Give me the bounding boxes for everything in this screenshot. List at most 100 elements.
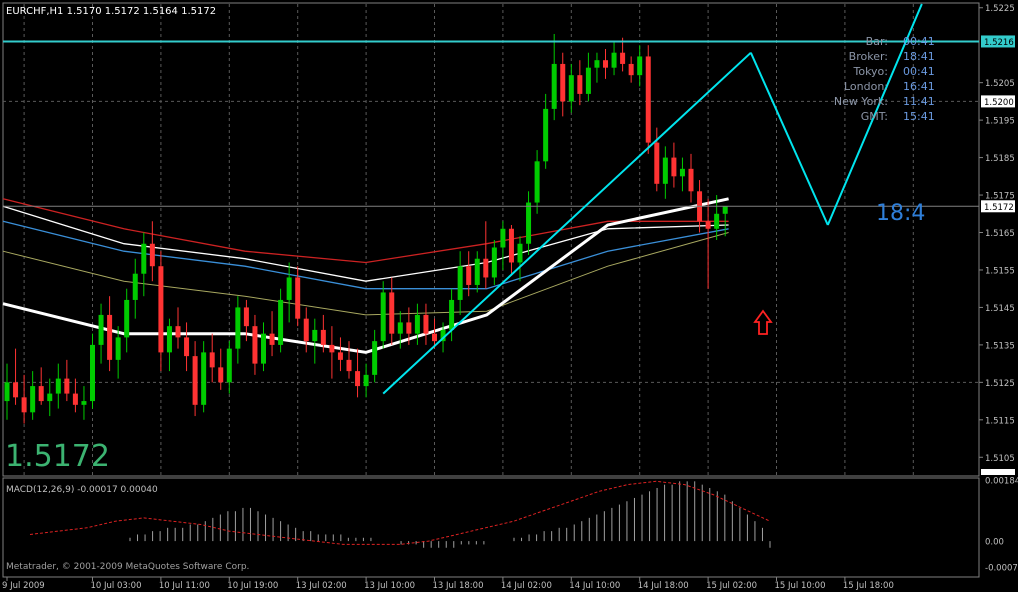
candle-body [705,221,711,229]
clock-value: 18:41 [903,50,935,63]
candle-body [466,266,472,285]
moving-averages [2,197,729,354]
candle-body [679,168,685,177]
clock-label: GMT: [861,110,888,123]
x-tick-label: 14 Jul 10:00 [569,581,620,591]
candle-body [4,382,10,402]
candle-body [30,386,36,413]
candle-body [637,56,643,76]
clock-label: New York: [834,95,888,108]
main-pane-frame [2,2,980,477]
indicator-pane-frame [2,477,980,578]
trendline [749,52,829,226]
candle-body [628,63,634,76]
y-tick-label: 1.5225 [985,4,1015,14]
candle-body [337,352,343,360]
candle-body [158,266,164,353]
clock-label: Tokyo: [852,65,888,78]
candle-body [64,378,70,394]
candle-body [577,75,583,94]
trendline [826,3,923,226]
price-tag-bg [981,469,1015,475]
clock-label: London: [844,80,888,93]
copyright-text: Metatrader, © 2001-2009 MetaQuotes Softw… [6,562,249,572]
candle-body [611,52,617,68]
candle-body [406,322,412,334]
candle-body [372,341,378,375]
candle-body [526,202,532,244]
x-tick-label: 14 Jul 02:00 [501,581,552,591]
candle-body [440,329,446,342]
candle-body [534,161,540,203]
x-tick-label: 10 Jul 11:00 [159,581,210,591]
macd-y-label: 0.00184 [985,477,1018,487]
clock-label: Bar: [866,35,888,48]
trendlines[interactable] [382,3,923,395]
candle-body [166,326,172,353]
candle-body [124,299,130,338]
candle-body [363,374,369,387]
candle-body [286,277,292,300]
candle-body [201,352,207,405]
candle-body [389,292,395,334]
candle-body [560,63,566,102]
candle-body [295,277,301,319]
x-tick-label: 15 Jul 18:00 [843,581,894,591]
candle-body [21,397,27,413]
candle-body [269,333,275,345]
candle-body [551,63,557,109]
x-tick-label: 13 Jul 02:00 [296,581,347,591]
y-tick-label: 1.5135 [985,341,1015,351]
candle-body [585,67,591,94]
candle-body [457,266,463,300]
candle-body [303,318,309,342]
price-tag-bg [981,95,1015,108]
candle-body [47,393,53,402]
candles [4,33,728,424]
trendline [382,51,752,395]
x-tick-label: 13 Jul 10:00 [364,581,415,591]
candle-body [132,273,138,300]
y-tick-label: 1.5105 [985,454,1015,464]
candle-body [594,60,600,68]
y-tick-label: 1.5125 [985,379,1015,389]
candle-body [235,307,241,349]
candle-body [175,326,181,338]
y-tick-label: 1.5175 [985,192,1015,202]
clock-panel: Bar: 00:41 Broker: 18:41 Tokyo: 00:41 London: 1… [834,35,935,123]
grid [3,4,979,476]
candle-body [671,157,677,177]
price-tag: 1.5172 [984,203,1014,213]
candle-body [192,356,198,405]
candle-body [184,337,190,357]
y-tick-label: 1.5155 [985,266,1015,276]
y-tick-label: 1.5165 [985,229,1015,239]
x-tick-label: 15 Jul 10:00 [775,581,826,591]
candle-body [329,344,335,353]
moving-average-white_thin [2,205,729,282]
price-tag-bg [981,200,1015,213]
candle-body [423,314,429,334]
candle-body [714,213,720,229]
y-tick-label: 1.5185 [985,154,1015,164]
y-tick-label: 1.5145 [985,304,1015,314]
y-tick-label: 1.5205 [985,79,1015,89]
clock-value: 00:41 [903,35,935,48]
candle-body [226,348,232,383]
candle-body [483,258,489,278]
macd-y-label: -0.00078 [985,564,1018,574]
candle-body [149,243,155,267]
candle-body [568,75,574,102]
macd-label: MACD(12,26,9) -0.00017 0.00040 [6,485,158,495]
x-tick-label: 13 Jul 18:00 [433,581,484,591]
candle-body [432,333,437,342]
clock-value: 00:41 [903,65,935,78]
candle-body [517,243,523,263]
candle-body [209,352,215,368]
y-tick-label: 1.5115 [985,416,1015,426]
clock-value: 15:41 [903,110,935,123]
bar-countdown: 18:4 [876,201,925,226]
candle-body [380,292,386,342]
price-tag: 1.5216 [984,38,1014,48]
